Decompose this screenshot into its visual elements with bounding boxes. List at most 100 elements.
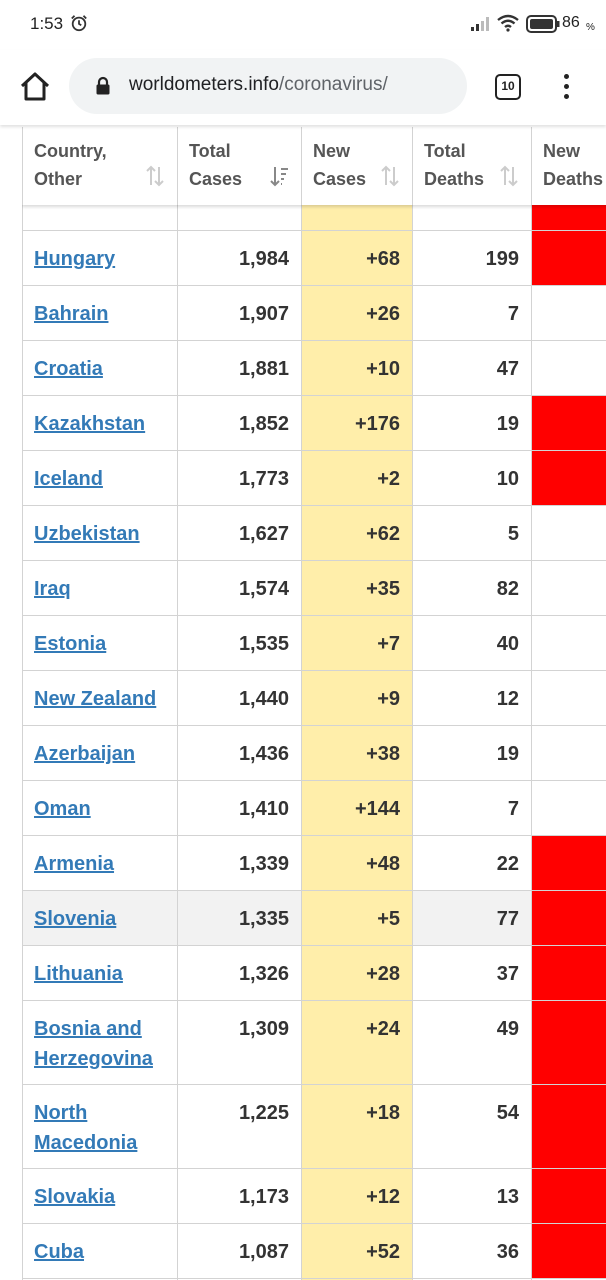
header-line: Total <box>424 141 466 161</box>
country-cell: Bahrain <box>22 286 178 340</box>
table-row: Iceland 1,773 +2 10 <box>22 451 606 506</box>
status-bar: 1:53 86 % <box>0 0 606 50</box>
table-row: Estonia 1,535 +7 40 <box>22 616 606 671</box>
new-cases-value: +10 <box>366 358 400 380</box>
url-text: worldometers.info/coronavirus/ <box>129 74 388 96</box>
country-link[interactable]: Iraq <box>34 578 71 600</box>
country-link[interactable]: Cuba <box>34 1241 84 1263</box>
column-header-new-deaths[interactable]: New Deaths <box>532 127 606 205</box>
header-line: New <box>313 141 351 161</box>
total-deaths-cell: 49 <box>413 1001 532 1084</box>
table-row: Azerbaijan 1,436 +38 19 <box>22 726 606 781</box>
new-cases-value: +5 <box>377 908 400 930</box>
tab-switcher-button[interactable]: 10 <box>495 74 521 100</box>
total-deaths-cell: 19 <box>413 396 532 450</box>
column-header-new-cases[interactable]: New Cases <box>302 127 413 205</box>
new-cases-value: +144 <box>354 798 400 820</box>
new-cases-value: +28 <box>366 963 400 985</box>
country-link[interactable]: Bosnia and Herzegovina <box>34 1018 153 1070</box>
country-cell: Hungary <box>22 231 178 285</box>
new-cases-cell: +18 <box>302 1085 413 1168</box>
battery-level: 86 <box>562 14 580 31</box>
new-cases-cell: +10 <box>302 341 413 395</box>
country-link[interactable]: Croatia <box>34 358 103 380</box>
total-deaths-value: 19 <box>496 413 519 435</box>
total-cases-value: 1,087 <box>238 1241 289 1263</box>
new-cases-cell: +68 <box>302 231 413 285</box>
home-icon[interactable] <box>18 70 52 104</box>
more-menu-icon[interactable] <box>556 72 576 102</box>
address-bar[interactable]: worldometers.info/coronavirus/ <box>69 58 467 114</box>
new-cases-cell: +176 <box>302 396 413 450</box>
new-cases-cell: +2 <box>302 451 413 505</box>
status-time: 1:53 <box>30 14 64 33</box>
table-row: Bosnia and Herzegovina 1,309 +24 49 <box>22 1001 606 1085</box>
new-cases-cell: +62 <box>302 506 413 560</box>
total-cases-cell: 1,225 <box>178 1085 302 1168</box>
country-link[interactable]: Azerbaijan <box>34 743 136 765</box>
country-link[interactable]: New Zealand <box>34 688 157 710</box>
country-cell: Iceland <box>22 451 178 505</box>
new-cases-cell: +26 <box>302 286 413 340</box>
total-cases-value: 1,852 <box>238 413 289 435</box>
country-link[interactable]: Armenia <box>34 853 115 875</box>
country-link[interactable]: Bahrain <box>34 303 109 325</box>
total-deaths-cell: 7 <box>413 286 532 340</box>
country-cell: Bosnia and Herzegovina <box>22 1001 178 1084</box>
new-cases-value: +52 <box>366 1241 400 1263</box>
new-cases-value: +18 <box>366 1102 400 1124</box>
total-deaths-cell: 19 <box>413 726 532 780</box>
column-header-total-deaths[interactable]: Total Deaths <box>413 127 532 205</box>
new-cases-cell: +12 <box>302 1169 413 1223</box>
new-deaths-cell <box>532 781 606 835</box>
total-deaths-cell: 199 <box>413 231 532 285</box>
country-link[interactable]: Iceland <box>34 468 103 490</box>
total-deaths-cell: 54 <box>413 1085 532 1168</box>
country-link[interactable]: Lithuania <box>34 963 123 985</box>
country-link[interactable]: Oman <box>34 798 91 820</box>
table-row: Slovakia 1,173 +12 13 <box>22 1169 606 1224</box>
total-deaths-cell: 22 <box>413 836 532 890</box>
total-cases-cell: 1,410 <box>178 781 302 835</box>
battery-icon <box>526 15 560 33</box>
country-link[interactable]: Hungary <box>34 248 116 270</box>
new-deaths-cell <box>532 1169 606 1223</box>
sort-icon <box>500 165 518 187</box>
new-deaths-cell <box>532 1085 606 1168</box>
sort-desc-icon <box>270 167 288 187</box>
new-deaths-cell <box>532 396 606 450</box>
header-line: Cases <box>189 169 243 189</box>
total-cases-cell: 1,984 <box>178 231 302 285</box>
column-header-total-cases[interactable]: Total Cases <box>178 127 302 205</box>
new-cases-cell: +48 <box>302 836 413 890</box>
total-cases-value: 1,773 <box>238 468 289 490</box>
new-deaths-cell <box>532 341 606 395</box>
alarm-icon <box>71 15 87 32</box>
total-cases-cell: 1,326 <box>178 946 302 1000</box>
total-deaths-cell: 37 <box>413 946 532 1000</box>
total-deaths-cell: 10 <box>413 451 532 505</box>
country-link[interactable]: Slovakia <box>34 1186 116 1208</box>
country-link[interactable]: Kazakhstan <box>34 413 146 435</box>
new-deaths-cell <box>532 891 606 945</box>
lock-icon <box>96 76 110 95</box>
country-link[interactable]: North Macedonia <box>34 1102 138 1154</box>
country-link[interactable]: Slovenia <box>34 908 117 930</box>
total-deaths-value: 54 <box>496 1102 519 1124</box>
battery-unit: % <box>586 22 595 33</box>
header-line: Cases <box>313 169 367 189</box>
new-cases-value: +26 <box>366 303 400 325</box>
country-link[interactable]: Uzbekistan <box>34 523 140 545</box>
table-row: Iraq 1,574 +35 82 <box>22 561 606 616</box>
total-deaths-cell: 7 <box>413 781 532 835</box>
column-header-country[interactable]: Country, Other <box>22 127 178 205</box>
new-deaths-cell <box>532 1001 606 1084</box>
new-cases-value: +24 <box>366 1018 400 1040</box>
table-row: Lithuania 1,326 +28 37 <box>22 946 606 1001</box>
header-line: Total <box>189 141 231 161</box>
total-deaths-cell: 47 <box>413 341 532 395</box>
total-cases-cell: 1,773 <box>178 451 302 505</box>
total-deaths-value: 199 <box>485 248 519 270</box>
header-line: Country, <box>34 141 107 161</box>
country-link[interactable]: Estonia <box>34 633 107 655</box>
